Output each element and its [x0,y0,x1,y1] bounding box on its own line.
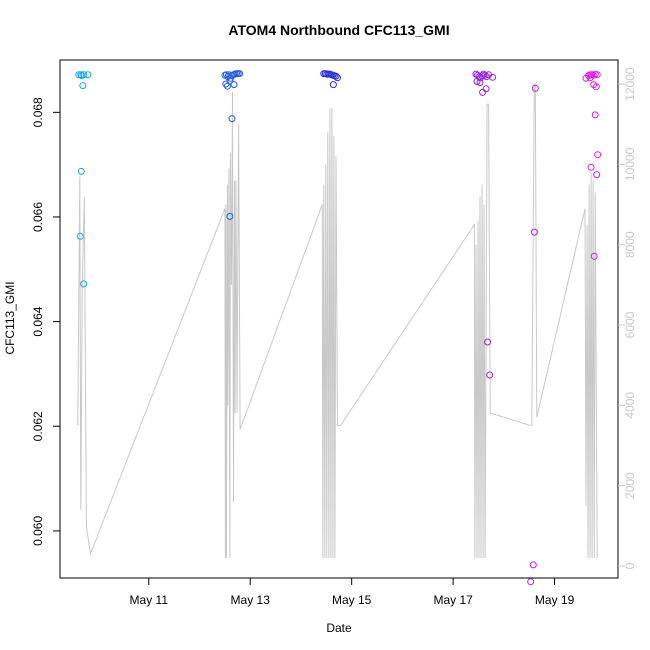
y-tick-label: 0.060 [31,516,45,546]
y-tick-label: 0.066 [31,202,45,232]
data-point [531,84,539,92]
y2-tick-label: 12000 [623,67,637,101]
y-tick-label: 0.062 [31,411,45,441]
y2-tick-label: 10000 [623,147,637,181]
data-point [226,77,234,85]
data-point [594,151,602,159]
data-point [75,71,83,79]
data-point [587,163,595,171]
data-point [226,212,234,220]
data-point [76,232,84,240]
data-point [77,167,85,175]
data-point [529,561,537,569]
data-point [77,71,85,79]
data-point [585,72,593,80]
data-point [476,79,484,86]
data-point [586,74,594,82]
data-point [80,71,88,79]
altitude-line [77,83,598,558]
data-point [527,578,535,586]
data-point [230,81,238,89]
y2-tick-label: 0 [623,562,637,569]
data-point [530,228,538,236]
x-tick-label: May 19 [535,593,575,607]
data-point [590,252,598,260]
data-point [228,115,236,123]
x-tick-label: May 15 [332,593,372,607]
data-point [592,83,600,91]
x-tick-label: May 13 [231,593,271,607]
data-point [80,280,88,288]
data-point [591,111,599,119]
x-tick-label: May 17 [433,593,473,607]
data-point [489,73,497,81]
data-point [484,338,492,346]
data-point [329,81,337,89]
y2-tick-label: 8000 [623,231,637,258]
data-point [334,74,341,82]
data-point [332,72,340,80]
y2-tick-label: 6000 [623,311,637,338]
data-point [236,70,244,78]
y2-tick-label: 4000 [623,392,637,419]
chart-title: ATOM4 Northbound CFC113_GMI [228,22,449,38]
data-point [593,71,601,79]
y-axis-label: CFC113_GMI [3,281,17,354]
plot-area: May 11 May 13 May 15 May 17 May 19 0.060 0.062… [31,59,637,607]
data-point [478,72,486,80]
data-point [479,88,487,96]
x-tick-label: May 11 [130,593,169,607]
plot-frame [59,59,619,579]
y2-tick-label: 2000 [623,472,637,499]
data-point [593,171,601,179]
data-point [481,71,489,79]
y-tick-label: 0.064 [31,306,45,336]
y-tick-label: 0.068 [31,97,45,127]
x-axis-label: Date [326,621,352,635]
data-point [473,78,481,85]
data-point [482,85,490,93]
data-point [79,82,87,90]
data-point [84,71,92,79]
data-point [486,371,494,379]
